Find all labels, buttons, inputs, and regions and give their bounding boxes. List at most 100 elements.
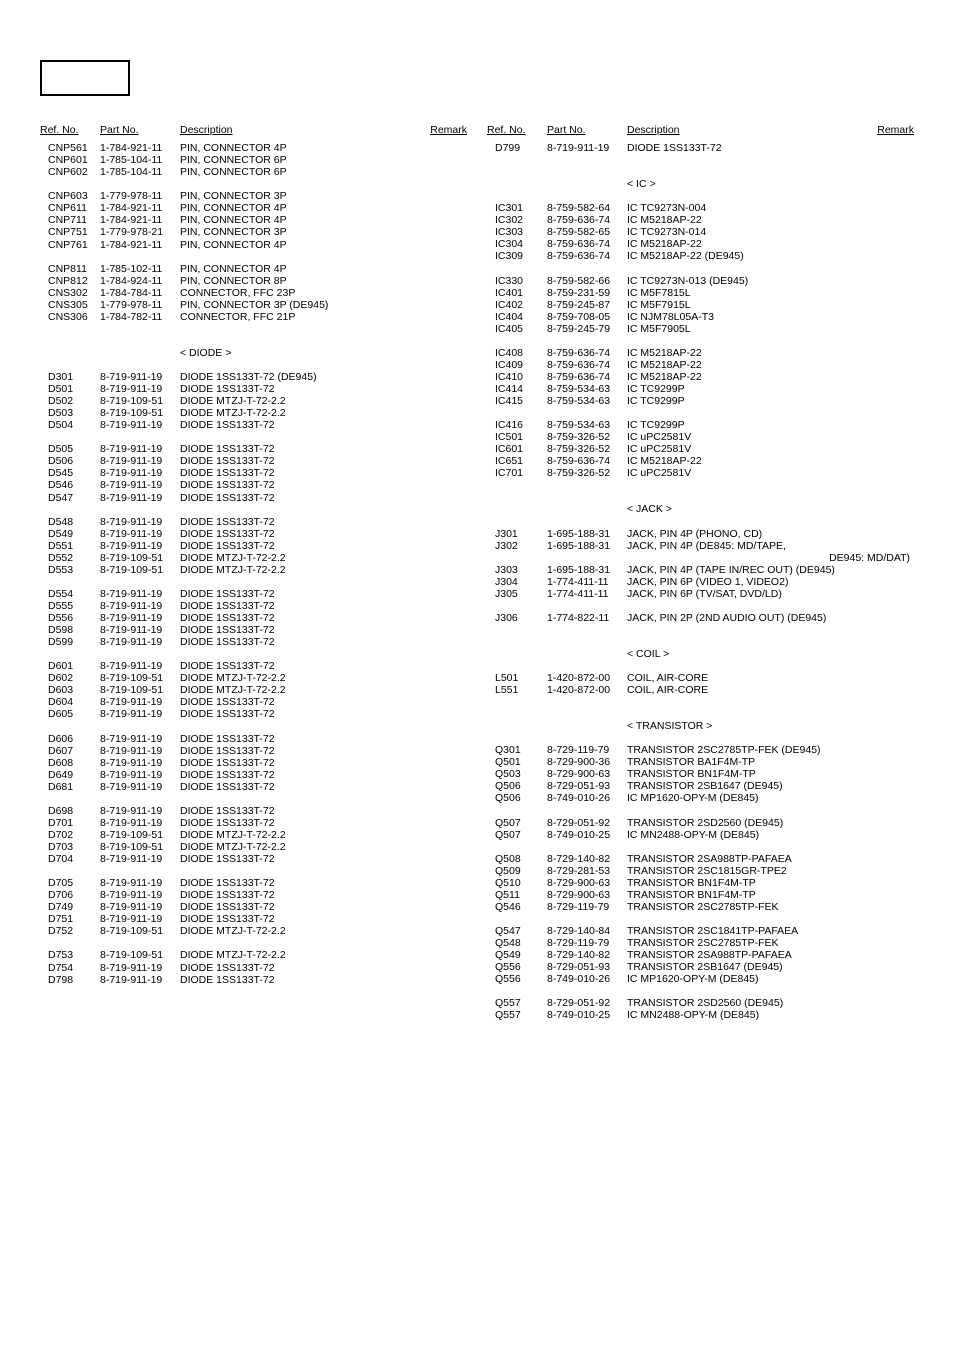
description: IC M5218AP-22 — [627, 359, 914, 371]
part-row: CNP7511-779-978-21PIN, CONNECTOR 3P — [40, 226, 467, 238]
part-no: 8-719-911-19 — [100, 733, 180, 745]
description: COIL, AIR-CORE — [627, 672, 914, 684]
description: DIODE 1SS133T-72 — [180, 889, 467, 901]
part-no: 8-719-911-19 — [100, 901, 180, 913]
part-no: 1-785-102-11 — [100, 263, 180, 275]
ref-no: Q506 — [487, 780, 547, 792]
part-row: D7998-719-911-19DIODE 1SS133T-72 — [487, 142, 914, 154]
ref-no: CNP603 — [40, 190, 100, 202]
description: IC uPC2581V — [627, 467, 914, 479]
ref-no: CNP561 — [40, 142, 100, 154]
description: DIODE 1SS133T-72 — [180, 624, 467, 636]
header-part: Part No. — [547, 124, 627, 136]
ref-no: D554 — [40, 588, 100, 600]
ref-no: Q548 — [487, 937, 547, 949]
part-no: 1-420-872-00 — [547, 672, 627, 684]
description: CONNECTOR, FFC 23P — [180, 287, 467, 299]
ref-no: D505 — [40, 443, 100, 455]
ref-no: Q501 — [487, 756, 547, 768]
part-row: IC6018-759-326-52IC uPC2581V — [487, 443, 914, 455]
ref-no: Q510 — [487, 877, 547, 889]
description: PIN, CONNECTOR 4P — [180, 263, 467, 275]
description: DIODE 1SS133T-72 — [180, 600, 467, 612]
part-no: 1-784-784-11 — [100, 287, 180, 299]
part-row: L5511-420-872-00COIL, AIR-CORE — [487, 684, 914, 696]
part-row: IC4088-759-636-74IC M5218AP-22 — [487, 347, 914, 359]
part-row: D7538-719-109-51DIODE MTZJ-T-72-2.2 — [40, 949, 467, 961]
part-row: D6018-719-911-19DIODE 1SS133T-72 — [40, 660, 467, 672]
part-no: 8-759-582-64 — [547, 202, 627, 214]
description: IC M5F7915L — [627, 299, 914, 311]
section-heading: < DIODE > — [40, 347, 467, 359]
ref-no: J306 — [487, 612, 547, 624]
part-no: 8-749-010-26 — [547, 973, 627, 985]
description: IC M5218AP-22 — [627, 238, 914, 250]
part-no: 8-719-911-19 — [100, 383, 180, 395]
description: IC M5218AP-22 — [627, 371, 914, 383]
part-no: 8-719-911-19 — [100, 540, 180, 552]
part-row: CNS3051-779-978-11PIN, CONNECTOR 3P (DE9… — [40, 299, 467, 311]
part-row: Q5118-729-900-63TRANSISTOR BN1F4M-TP — [487, 889, 914, 901]
part-row: J3041-774-411-11JACK, PIN 6P (VIDEO 1, V… — [487, 576, 914, 588]
description: TRANSISTOR 2SC1841TP-PAFAEA — [627, 925, 914, 937]
ref-no: IC701 — [487, 467, 547, 479]
part-no: 1-695-188-31 — [547, 528, 627, 540]
part-no: 8-719-109-51 — [100, 829, 180, 841]
part-no: 8-719-109-51 — [100, 407, 180, 419]
description: PIN, CONNECTOR 3P (DE945) — [180, 299, 467, 311]
description: TRANSISTOR 2SB1647 (DE945) — [627, 961, 914, 973]
part-no: 8-719-911-19 — [100, 443, 180, 455]
description: TRANSISTOR 2SA988TP-PAFAEA — [627, 949, 914, 961]
ref-no: D754 — [40, 962, 100, 974]
part-row: CNS3021-784-784-11CONNECTOR, FFC 23P — [40, 287, 467, 299]
part-row: D5038-719-109-51DIODE MTZJ-T-72-2.2 — [40, 407, 467, 419]
ref-no: IC408 — [487, 347, 547, 359]
ref-no: J302 — [487, 540, 547, 552]
part-no: 8-719-911-19 — [100, 757, 180, 769]
part-no: 1-784-924-11 — [100, 275, 180, 287]
ref-no: D556 — [40, 612, 100, 624]
description: PIN, CONNECTOR 6P — [180, 154, 467, 166]
part-row: D5488-719-911-19DIODE 1SS133T-72 — [40, 516, 467, 528]
part-row: D7068-719-911-19DIODE 1SS133T-72 — [40, 889, 467, 901]
ref-no: Q507 — [487, 817, 547, 829]
description: IC MP1620-OPY-M (DE845) — [627, 792, 914, 804]
description: IC TC9299P — [627, 383, 914, 395]
part-no: 8-719-911-19 — [100, 913, 180, 925]
description: PIN, CONNECTOR 6P — [180, 166, 467, 178]
ref-no: L501 — [487, 672, 547, 684]
description: CONNECTOR, FFC 21P — [180, 311, 467, 323]
part-no: 8-759-636-74 — [547, 371, 627, 383]
ref-no: D607 — [40, 745, 100, 757]
part-no: 8-719-109-51 — [100, 564, 180, 576]
description: IC M5218AP-22 — [627, 347, 914, 359]
description: DIODE MTZJ-T-72-2.2 — [180, 684, 467, 696]
part-no: 8-719-911-19 — [100, 479, 180, 491]
description: DIODE 1SS133T-72 — [180, 757, 467, 769]
description: DIODE 1SS133T-72 — [180, 853, 467, 865]
ref-no: D602 — [40, 672, 100, 684]
ref-no: D751 — [40, 913, 100, 925]
description: DIODE MTZJ-T-72-2.2 — [180, 395, 467, 407]
ref-no: J304 — [487, 576, 547, 588]
description: PIN, CONNECTOR 4P — [180, 239, 467, 251]
ref-no: Q301 — [487, 744, 547, 756]
part-row: Q5078-749-010-25IC MN2488-OPY-M (DE845) — [487, 829, 914, 841]
part-row: Q5088-729-140-82TRANSISTOR 2SA988TP-PAFA… — [487, 853, 914, 865]
header-desc: Description — [180, 124, 417, 136]
description: TRANSISTOR BN1F4M-TP — [627, 889, 914, 901]
part-no: 8-759-636-74 — [547, 238, 627, 250]
ref-no: IC401 — [487, 287, 547, 299]
description: DIODE 1SS133T-72 — [180, 805, 467, 817]
description: DIODE 1SS133T-72 — [180, 479, 467, 491]
part-no: 8-729-900-63 — [547, 889, 627, 901]
part-no: 8-719-109-51 — [100, 672, 180, 684]
part-no: 8-729-140-82 — [547, 949, 627, 961]
description: DIODE 1SS133T-72 — [180, 419, 467, 431]
part-row: D6078-719-911-19DIODE 1SS133T-72 — [40, 745, 467, 757]
ref-no: Q506 — [487, 792, 547, 804]
part-row: IC3038-759-582-65IC TC9273N-014 — [487, 226, 914, 238]
description: IC M5218AP-22 — [627, 214, 914, 226]
part-row: CNP5611-784-921-11PIN, CONNECTOR 4P — [40, 142, 467, 154]
part-row: D6038-719-109-51DIODE MTZJ-T-72-2.2 — [40, 684, 467, 696]
